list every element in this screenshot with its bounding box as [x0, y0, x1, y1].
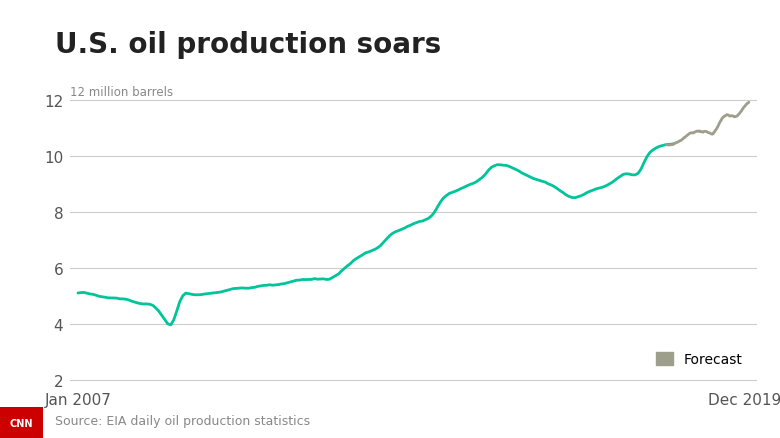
- Text: 12 million barrels: 12 million barrels: [70, 85, 173, 99]
- Text: U.S. oil production soars: U.S. oil production soars: [55, 31, 441, 59]
- Text: Source: EIA daily oil production statistics: Source: EIA daily oil production statist…: [55, 414, 310, 427]
- Legend: Forecast: Forecast: [656, 352, 743, 366]
- Text: CNN: CNN: [9, 418, 34, 427]
